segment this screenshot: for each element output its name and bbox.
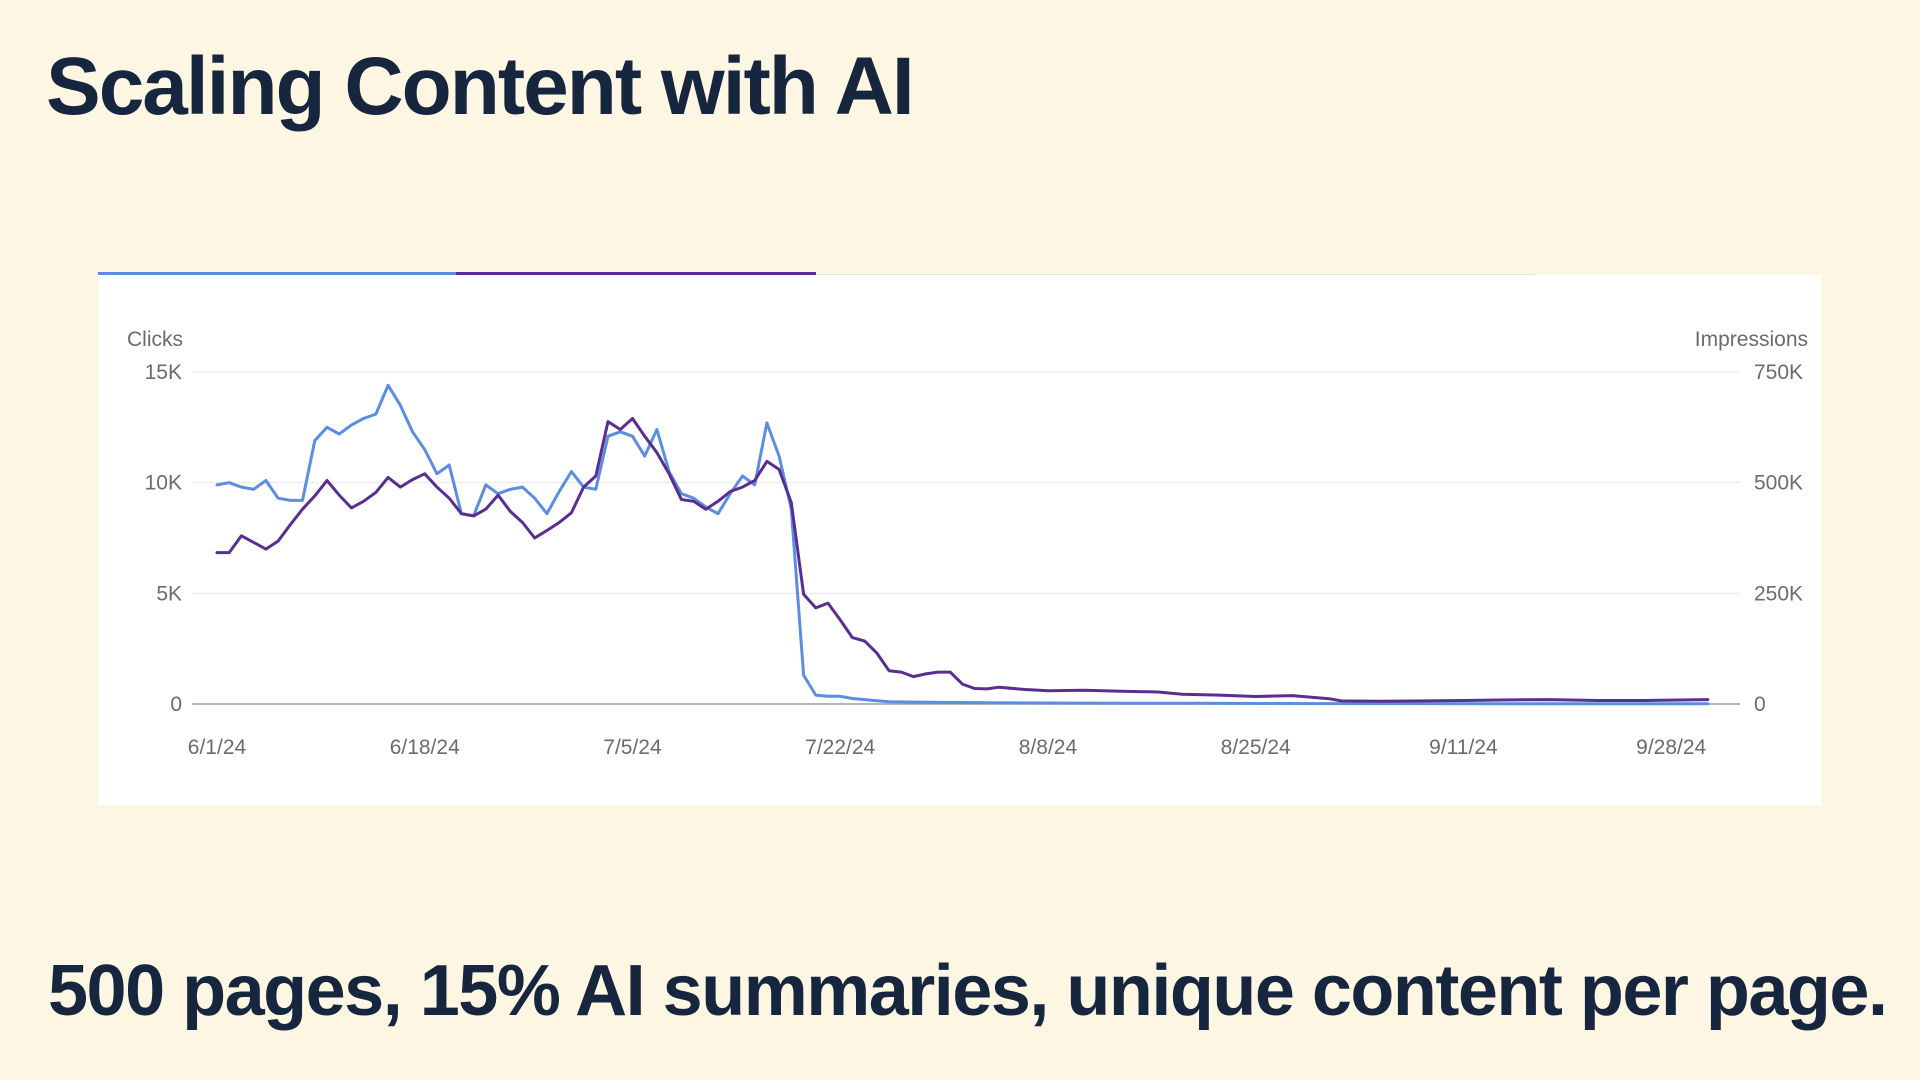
chart-series <box>215 383 1710 706</box>
right-tick-label: 750K <box>1754 361 1803 384</box>
position-tab-indicator[interactable] <box>1176 274 1535 275</box>
x-tick-label: 8/8/24 <box>1019 736 1078 759</box>
x-tick-label: 6/1/24 <box>188 736 247 759</box>
right-tick-label: 250K <box>1754 582 1803 605</box>
x-tick-label: 7/22/24 <box>805 736 875 759</box>
slide-title: Scaling Content with AI <box>46 41 915 132</box>
x-tick-label: 7/5/24 <box>603 736 662 759</box>
chart-tab-strip <box>98 272 1535 276</box>
x-tick-label: 6/18/24 <box>390 736 460 759</box>
x-tick-label: 9/28/24 <box>1636 736 1706 759</box>
ctr-tab-indicator[interactable] <box>816 274 1176 275</box>
left-tick-label: 10K <box>145 472 182 495</box>
slide-caption: 500 pages, 15% AI summaries, unique cont… <box>48 951 1888 1031</box>
impressions-tab-indicator[interactable] <box>456 272 816 275</box>
right-tick-label: 500K <box>1754 472 1803 495</box>
chart-axes: Clicks Impressions 0 0 5K 250K 10K 500K 15K 750… <box>127 328 1808 759</box>
performance-chart-card: Clicks Impressions 0 0 5K 250K 10K 500K 15K 750… <box>98 275 1821 805</box>
right-tick-label: 0 <box>1754 693 1766 716</box>
clicks-series-line <box>215 383 1710 706</box>
impressions-series-line <box>215 417 1710 703</box>
clicks-tab-indicator[interactable] <box>98 272 456 275</box>
x-tick-label: 8/25/24 <box>1221 736 1291 759</box>
left-tick-label: 15K <box>145 361 182 384</box>
performance-chart: Clicks Impressions 0 0 5K 250K 10K 500K 15K 750… <box>127 328 1808 759</box>
left-tick-label: 5K <box>156 582 182 605</box>
x-tick-label: 9/11/24 <box>1429 736 1498 759</box>
left-tick-label: 0 <box>170 693 182 716</box>
chart-gridlines <box>192 371 1740 705</box>
left-axis-title: Clicks <box>127 328 183 351</box>
right-axis-title: Impressions <box>1695 328 1808 351</box>
